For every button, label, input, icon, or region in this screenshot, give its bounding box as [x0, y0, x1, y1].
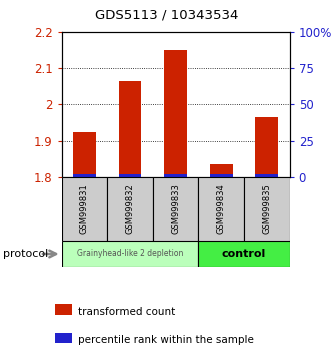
Bar — [73, 175, 96, 177]
Text: transformed count: transformed count — [78, 307, 175, 316]
Bar — [244, 177, 290, 241]
Text: GDS5113 / 10343534: GDS5113 / 10343534 — [95, 9, 238, 22]
Text: percentile rank within the sample: percentile rank within the sample — [78, 335, 254, 345]
Bar — [164, 175, 187, 177]
Text: protocol: protocol — [3, 249, 49, 259]
Text: GSM999834: GSM999834 — [217, 183, 226, 234]
Text: control: control — [222, 249, 266, 259]
Text: GSM999832: GSM999832 — [126, 183, 135, 234]
Text: Grainyhead-like 2 depletion: Grainyhead-like 2 depletion — [77, 250, 183, 258]
Bar — [119, 175, 142, 177]
Text: GSM999835: GSM999835 — [262, 183, 271, 234]
Bar — [153, 177, 198, 241]
Bar — [255, 117, 278, 177]
Text: GSM999831: GSM999831 — [80, 183, 89, 234]
Bar — [198, 177, 244, 241]
Text: GSM999833: GSM999833 — [171, 183, 180, 234]
Bar — [73, 132, 96, 177]
Bar — [107, 177, 153, 241]
Bar — [255, 175, 278, 177]
Bar — [62, 241, 198, 267]
Bar — [210, 175, 233, 177]
Bar — [198, 241, 290, 267]
Bar — [164, 50, 187, 177]
Bar — [119, 81, 142, 177]
Bar — [62, 177, 107, 241]
Bar — [210, 164, 233, 177]
